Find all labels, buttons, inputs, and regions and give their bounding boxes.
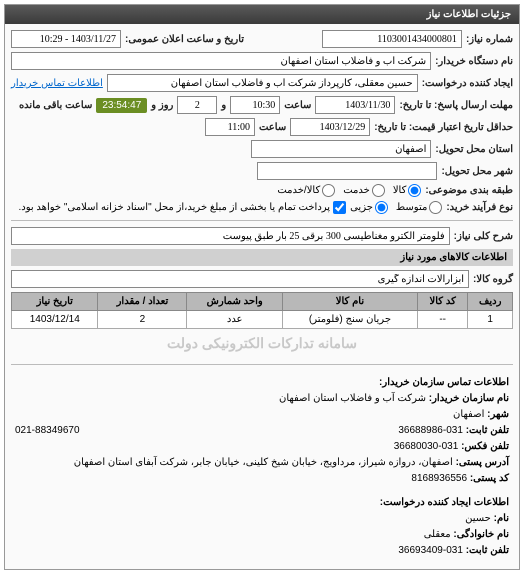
c-name-label: نام: [494,513,509,524]
creator-input[interactable] [107,74,418,92]
b-addr-label: آدرس پستی: [456,457,509,468]
radio-kalakhadamat-label: کالا/خدمت [277,185,320,196]
need-number-label: شماره نیاز: [466,34,513,45]
b-pcode-label: کد پستی: [470,473,509,484]
td-code: -- [417,311,467,329]
b-fax: 031-36680030 [394,441,459,452]
th-unit: واحد شمارش [187,293,283,311]
panel-title: جزئیات اطلاعات نیاز [5,5,519,24]
payment-checkbox[interactable]: پرداخت تمام یا بخشی از مبلغ خرید،از محل … [18,201,346,214]
and-label: و [221,100,226,111]
td-unit: عدد [187,311,283,329]
radio-partial-input[interactable] [375,201,388,214]
remaining-badge: 23:54:47 [96,98,147,113]
validity-time-input[interactable] [205,118,255,136]
buyer-info-title: اطلاعات تماس سازمان خریدار: [379,377,509,388]
province-input[interactable] [251,140,431,158]
radio-medium[interactable]: متوسط [396,201,442,214]
radio-partial[interactable]: جزیی [350,201,388,214]
b-tel: 031-36688986 [398,425,463,436]
b-phone2: 021-88349670 [15,423,80,439]
radio-khadamat-label: خدمت [343,185,370,196]
td-name: جریان سنج (فلومتر) [282,311,417,329]
need-title-label: شرح کلی نیاز: [454,231,513,242]
time-label-1: ساعت [284,100,311,111]
remaining-label: ساعت باقی مانده [19,100,92,111]
radio-partial-label: جزیی [350,202,373,213]
payment-note-text: پرداخت تمام یا بخشی از مبلغ خرید،از محل … [18,202,330,213]
radio-kala-input[interactable] [408,184,421,197]
creator-info-block: اطلاعات ایجاد کننده درخواست: نام: حسین ن… [11,491,513,563]
buyer-org-label: نام دستگاه خریدار: [435,56,513,67]
creator-label: ایجاد کننده درخواست: [422,78,513,89]
process-label: نوع فرآیند خرید: [446,202,513,213]
td-qty: 2 [98,311,187,329]
b-city-label: شهر: [487,409,509,420]
panel-body: شماره نیاز: تاریخ و ساعت اعلان عمومی: نا… [5,24,519,569]
need-number-input[interactable] [322,30,462,48]
validity-label: حداقل تاریخ اعتبار قیمت: تا تاریخ: [374,122,513,133]
td-date: 1403/12/14 [12,311,98,329]
days-input[interactable] [177,96,217,114]
validity-date-input[interactable] [290,118,370,136]
deadline-time-input[interactable] [230,96,280,114]
radio-medium-input[interactable] [429,201,442,214]
payment-checkbox-input[interactable] [333,201,346,214]
need-title-input[interactable] [11,227,450,245]
b-tel-label: تلفن ثابت: [466,425,509,436]
th-qty: تعداد / مقدار [98,293,187,311]
buyer-info-block: اطلاعات تماس سازمان خریدار: نام سازمان خ… [11,371,513,491]
time-label-2: ساعت [259,122,286,133]
b-addr: اصفهان، دروازه شیراز، مرداویج، خیابان شی… [74,457,453,468]
days-label: روز و [151,100,173,111]
th-name: نام کالا [282,293,417,311]
b-org: شرکت آب و فاضلاب استان اصفهان [279,393,426,404]
buyer-org-input[interactable] [11,52,431,70]
c-tel-label: تلفن ثابت: [466,545,509,556]
buyer-contact-link[interactable]: اطلاعات تماس خریدار [11,78,103,89]
radio-khadamat[interactable]: خدمت [343,184,385,197]
b-pcode: 8168936556 [411,473,467,484]
details-panel: جزئیات اطلاعات نیاز شماره نیاز: تاریخ و … [4,4,520,570]
c-family-label: نام خانوادگی: [453,529,509,540]
td-row: 1 [468,311,513,329]
province-label: استان محل تحویل: [435,144,513,155]
radio-kala-label: کالا [393,185,407,196]
table-row[interactable]: 1 -- جریان سنج (فلومتر) عدد 2 1403/12/14 [12,311,513,329]
category-radio-group: کالا خدمت کالا/خدمت [277,184,421,197]
separator-2 [11,364,513,365]
th-code: کد کالا [417,293,467,311]
th-row: ردیف [468,293,513,311]
table-header-row: ردیف کد کالا نام کالا واحد شمارش تعداد /… [12,293,513,311]
separator-1 [11,220,513,221]
category-label: طبقه بندی موضوعی: [425,185,513,196]
b-org-label: نام سازمان خریدار: [429,393,509,404]
city-label: شهر محل تحویل: [441,166,513,177]
c-name: حسین [465,513,491,524]
radio-medium-label: متوسط [396,202,427,213]
process-radio-group: متوسط جزیی [350,201,442,214]
b-city: اصفهان [453,409,484,420]
th-date: تاریخ نیاز [12,293,98,311]
goods-table: ردیف کد کالا نام کالا واحد شمارش تعداد /… [11,292,513,329]
deadline-label: مهلت ارسال پاسخ: تا تاریخ: [399,100,513,111]
goods-group-input[interactable] [11,270,469,288]
city-input[interactable] [257,162,437,180]
radio-kala[interactable]: کالا [393,184,422,197]
radio-kalakhadamat[interactable]: کالا/خدمت [277,184,335,197]
creator-info-title: اطلاعات ایجاد کننده درخواست: [380,497,509,508]
goods-group-label: گروه کالا: [473,274,513,285]
watermark: سامانه تدارکات الکترونیکی دولت [11,329,513,358]
radio-kalakhadamat-input[interactable] [322,184,335,197]
b-fax-label: تلفن فکس: [461,441,509,452]
goods-section-title: اطلاعات کالاهای مورد نیاز [11,249,513,266]
deadline-date-input[interactable] [315,96,395,114]
radio-khadamat-input[interactable] [372,184,385,197]
c-tel: 031-36693409 [398,545,463,556]
announce-label: تاریخ و ساعت اعلان عمومی: [125,34,244,45]
announce-input[interactable] [11,30,121,48]
c-family: معقلی [424,529,451,540]
